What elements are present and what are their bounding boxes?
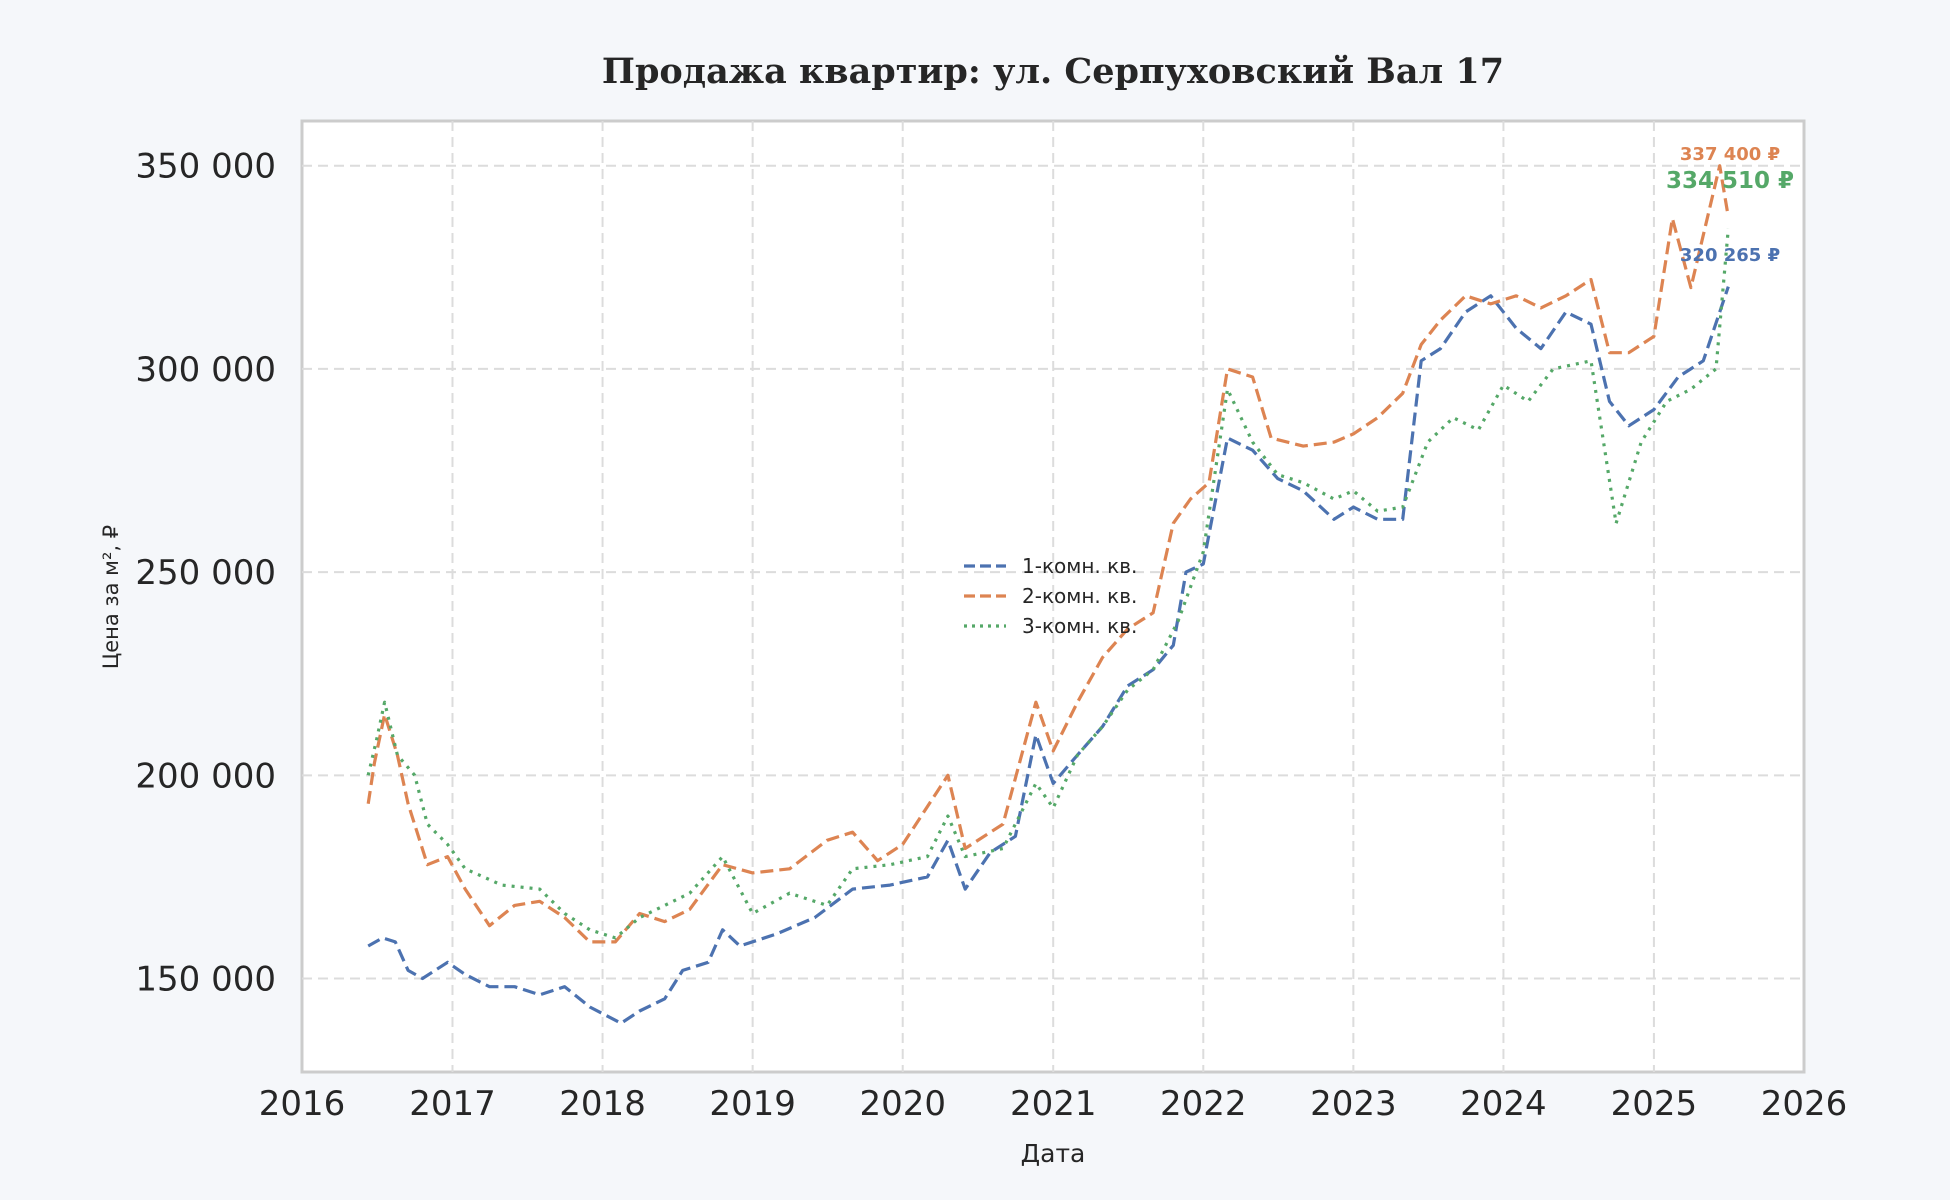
annotations: 337 400 ₽ 334 510 ₽ 320 265 ₽ [1666, 144, 1794, 266]
grid [302, 121, 1804, 1072]
x-tick-label: 2017 [409, 1084, 496, 1124]
legend-label: 1-комн. кв. [1022, 554, 1137, 578]
x-tick-label: 2026 [1761, 1084, 1848, 1124]
x-tick-label: 2025 [1611, 1084, 1698, 1124]
y-tick-label: 300 000 [135, 350, 276, 390]
x-tick-label: 2016 [259, 1084, 346, 1124]
y-tick-label: 200 000 [135, 756, 276, 796]
x-tick-label: 2023 [1310, 1084, 1397, 1124]
y-tick-label: 250 000 [135, 553, 276, 593]
x-tick-label: 2019 [709, 1084, 796, 1124]
x-tick-label: 2021 [1010, 1084, 1097, 1124]
x-tick-label: 2020 [859, 1084, 946, 1124]
y-axis-label: Цена за м², ₽ [99, 525, 123, 669]
y-tick-label: 350 000 [135, 147, 276, 187]
legend-label: 3-комн. кв. [1022, 614, 1137, 638]
series-line [366, 228, 1730, 940]
y-tick-label: 150 000 [135, 960, 276, 1000]
end-value-annotation: 337 400 ₽ [1680, 144, 1780, 165]
series-line [366, 164, 1730, 944]
legend: 1-комн. кв. 2-комн. кв. 3-комн. кв. [964, 554, 1137, 638]
y-axis-ticks: 150 000 200 000 250 000 300 000 350 000 [135, 147, 276, 1000]
x-tick-label: 2022 [1160, 1084, 1247, 1124]
series-line [367, 286, 1730, 1025]
x-axis-ticks: 2016 2017 2018 2019 2020 2021 2022 2023 2024 2025… [259, 1084, 1848, 1124]
end-value-annotation: 320 265 ₽ [1680, 245, 1780, 266]
series-layer [366, 164, 1730, 1025]
end-value-annotation: 334 510 ₽ [1666, 168, 1794, 194]
legend-label: 2-комн. кв. [1022, 584, 1137, 608]
x-tick-label: 2018 [559, 1084, 646, 1124]
x-tick-label: 2024 [1460, 1084, 1547, 1124]
chart-title: Продажа квартир: ул. Серпуховский Вал 17 [602, 51, 1504, 92]
x-axis-label: Дата [1021, 1139, 1086, 1168]
